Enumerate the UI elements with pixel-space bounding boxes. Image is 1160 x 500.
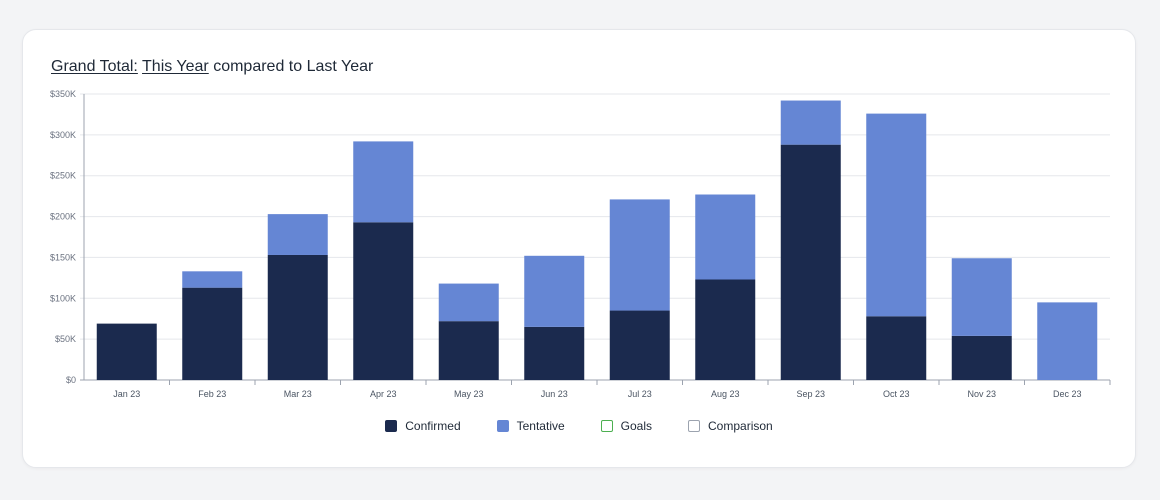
x-tick-label: Jun 23	[541, 389, 568, 399]
x-tick-label: Sep 23	[796, 389, 825, 399]
bar-confirmed	[96, 323, 157, 380]
y-tick-label: $0	[66, 375, 76, 385]
legend-swatch-tentative	[496, 420, 509, 432]
bar-tentative	[1037, 302, 1098, 380]
title-comparison-text: compared to Last Year	[213, 58, 374, 75]
legend-label-comparison: Comparison	[708, 419, 773, 433]
bar-confirmed	[951, 335, 1012, 380]
bar-confirmed	[866, 316, 927, 380]
chart-legend: Confirmed Tentative Goals Comparison	[23, 419, 1135, 433]
legend-swatch-goals	[600, 420, 613, 432]
legend-item-goals[interactable]: Goals	[600, 419, 653, 433]
x-tick-label: Feb 23	[198, 389, 226, 399]
y-tick-label: $350K	[50, 89, 76, 99]
x-tick-label: Nov 23	[967, 389, 996, 399]
bar-confirmed	[438, 321, 499, 380]
legend-swatch-comparison	[688, 420, 701, 432]
title-grand-total: Grand Total:	[51, 58, 138, 75]
legend-item-comparison[interactable]: Comparison	[688, 419, 773, 433]
bar-tentative	[695, 194, 756, 280]
bar-confirmed	[524, 326, 585, 380]
x-tick-label: Mar 23	[284, 389, 312, 399]
bar-confirmed	[780, 144, 841, 380]
x-tick-label: Dec 23	[1053, 389, 1082, 399]
bar-tentative	[267, 214, 328, 255]
bar-tentative	[866, 113, 927, 317]
legend-label-goals: Goals	[620, 419, 653, 433]
legend-label-confirmed: Confirmed	[405, 419, 461, 433]
bar-confirmed	[182, 287, 243, 380]
legend-label-tentative: Tentative	[516, 419, 565, 433]
title-this-year-link[interactable]: This Year	[142, 58, 209, 75]
x-tick-label: Aug 23	[711, 389, 740, 399]
y-tick-label: $150K	[50, 252, 76, 262]
bar-tentative	[524, 255, 585, 327]
y-tick-label: $300K	[50, 130, 76, 140]
y-tick-label: $100K	[50, 293, 76, 303]
x-tick-label: May 23	[454, 389, 484, 399]
chart-title: Grand Total: This Year compared to Last …	[51, 58, 373, 76]
bar-confirmed	[695, 279, 756, 380]
x-tick-label: Jan 23	[113, 389, 140, 399]
bar-tentative	[438, 283, 499, 322]
bar-tentative	[353, 141, 414, 223]
legend-swatch-confirmed	[385, 420, 398, 432]
bar-tentative	[951, 258, 1012, 336]
y-tick-label: $50K	[55, 334, 76, 344]
bar-tentative	[780, 100, 841, 145]
x-tick-label: Jul 23	[628, 389, 652, 399]
x-tick-label: Apr 23	[370, 389, 397, 399]
legend-item-tentative[interactable]: Tentative	[496, 419, 565, 433]
bar-confirmed	[267, 254, 328, 380]
chart-card: Grand Total: This Year compared to Last …	[22, 29, 1136, 468]
legend-item-confirmed[interactable]: Confirmed	[385, 419, 461, 433]
bar-confirmed	[609, 310, 670, 380]
bar-chart: $0 $50K $100K $150K $200K $250K $300K $350K Jan …	[50, 89, 1111, 399]
bar-tentative	[182, 271, 243, 288]
bar-tentative	[609, 199, 670, 311]
y-tick-label: $200K	[50, 212, 76, 222]
bar-confirmed	[353, 222, 414, 380]
y-tick-label: $250K	[50, 171, 76, 181]
x-tick-label: Oct 23	[883, 389, 910, 399]
